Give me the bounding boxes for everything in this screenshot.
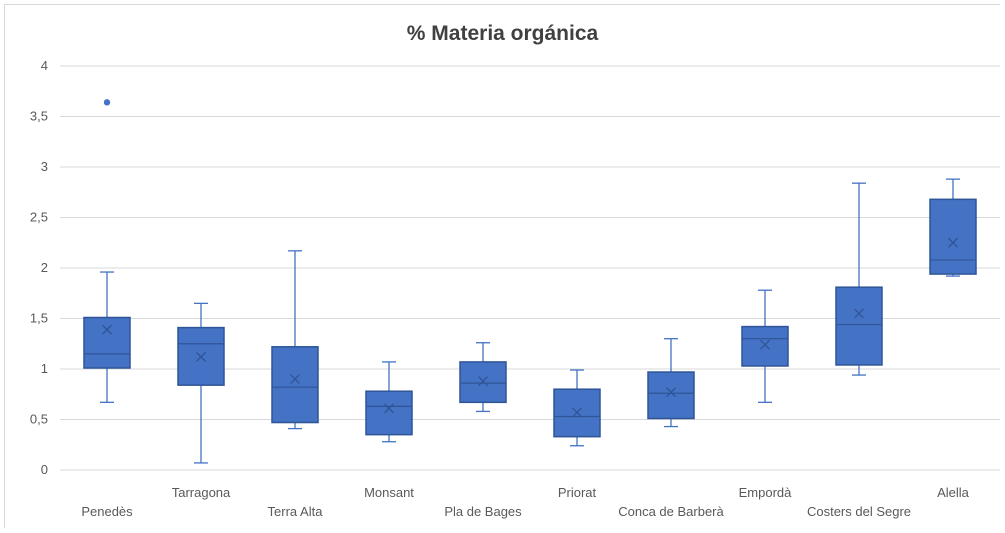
mean-marker xyxy=(666,387,676,398)
outlier-point xyxy=(103,99,111,106)
y-tick-label: 1 xyxy=(41,361,48,376)
box-iqr xyxy=(459,361,507,404)
category-label: Empordà xyxy=(739,485,793,500)
y-tick-label: 3,5 xyxy=(30,109,48,124)
mean-marker xyxy=(572,407,582,418)
y-tick-label: 2,5 xyxy=(30,210,48,225)
chart-title: % Materia orgánica xyxy=(406,22,599,45)
y-tick-label: 0 xyxy=(41,462,48,477)
category-label: Pla de Bages xyxy=(444,504,522,519)
category-label: Penedès xyxy=(81,504,133,519)
y-tick-label: 1,5 xyxy=(30,311,48,326)
mean-marker xyxy=(948,237,958,248)
box-iqr xyxy=(647,371,695,420)
box-iqr xyxy=(741,325,789,367)
y-tick-label: 2 xyxy=(41,260,48,275)
category-label: Tarragona xyxy=(172,485,231,500)
y-tick-label: 3 xyxy=(41,159,48,174)
box-iqr xyxy=(83,316,131,369)
category-label: Monsant xyxy=(364,485,414,500)
y-tick-label: 4 xyxy=(41,58,48,73)
y-tick-label: 0,5 xyxy=(30,412,48,427)
box-iqr xyxy=(835,286,883,366)
mean-marker xyxy=(196,351,206,362)
category-label: Costers del Segre xyxy=(807,504,911,519)
category-label: Conca de Barberà xyxy=(618,504,724,519)
mean-marker xyxy=(384,403,394,414)
mean-marker xyxy=(478,376,488,387)
mean-marker xyxy=(760,339,770,350)
mean-marker xyxy=(290,374,300,385)
box-iqr xyxy=(365,390,413,436)
category-label: Alella xyxy=(937,485,970,500)
box-iqr xyxy=(929,198,977,275)
mean-marker xyxy=(854,308,864,319)
chart-frame xyxy=(4,4,1000,528)
category-label: Terra Alta xyxy=(268,504,324,519)
mean-marker xyxy=(102,324,112,335)
box-iqr xyxy=(271,346,319,424)
category-label: Priorat xyxy=(558,485,597,500)
